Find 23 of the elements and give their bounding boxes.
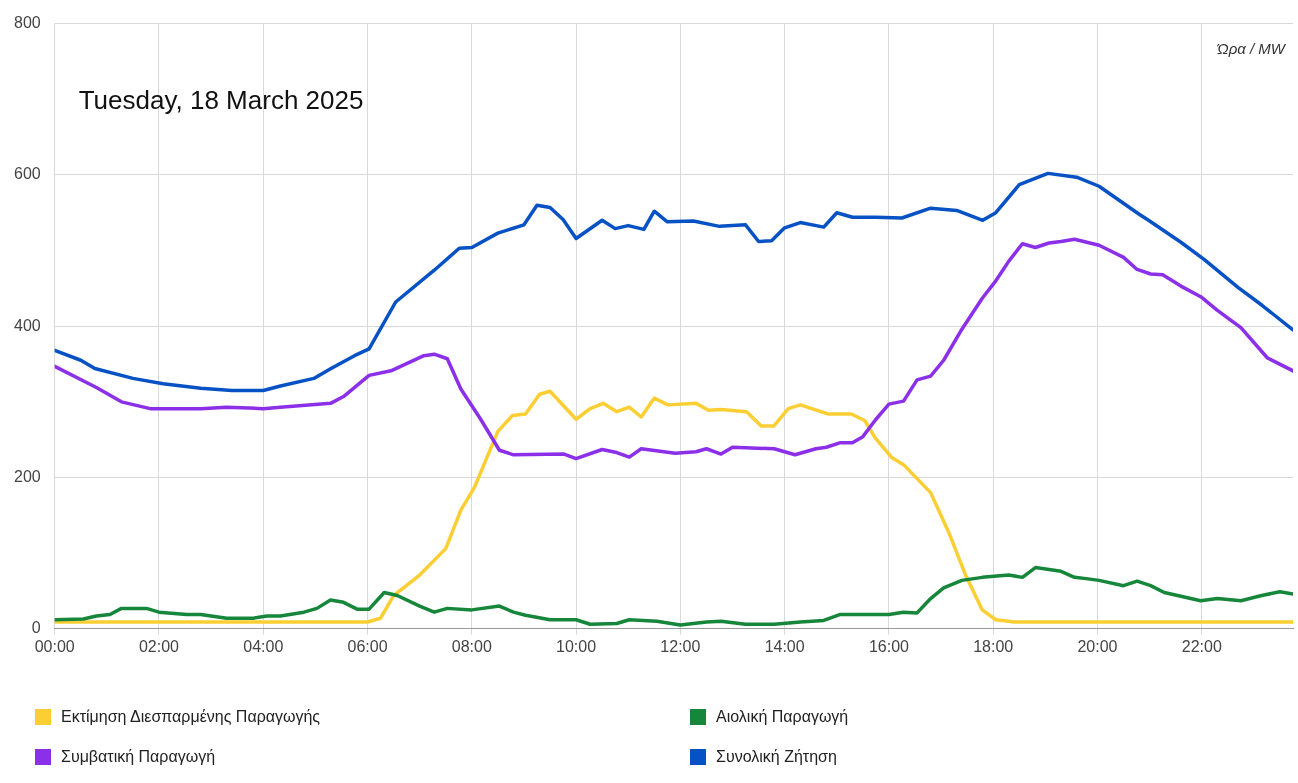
legend-label: Συμβατική Παραγωγή — [61, 748, 216, 766]
y-tick-label: 0 — [31, 619, 41, 637]
y-tick-label: 800 — [13, 14, 41, 32]
legend-label: Εκτίμηση Διεσπαρμένης Παραγωγής — [61, 708, 321, 726]
x-tick-label: 18:00 — [973, 637, 1014, 655]
x-tick-label: 02:00 — [138, 637, 180, 655]
x-tick-label: 14:00 — [764, 637, 805, 655]
y-axis-title: Ώρα / MW — [1217, 39, 1287, 57]
text: Tuesday, 18 March 2025 — [78, 84, 364, 115]
x-tick-label: 20:00 — [1077, 637, 1118, 655]
legend-label: Αιολική Παραγωγή — [716, 708, 849, 726]
y-tick-label: 200 — [13, 467, 41, 485]
y-tick-label: 400 — [13, 316, 41, 334]
x-tick-label: 04:00 — [243, 637, 284, 655]
x-tick-label: 08:00 — [451, 637, 492, 655]
x-tick-label: 22:00 — [1181, 637, 1222, 655]
y-tick-label: 600 — [13, 165, 41, 183]
legend-label: Συνολική Ζήτηση — [716, 748, 837, 766]
x-tick-label: 12:00 — [660, 637, 701, 655]
x-tick-label: 16:00 — [868, 637, 910, 655]
x-tick-label: 00:00 — [34, 637, 75, 655]
x-tick-label: 06:00 — [347, 637, 388, 655]
x-tick-label: 10:00 — [556, 637, 597, 655]
